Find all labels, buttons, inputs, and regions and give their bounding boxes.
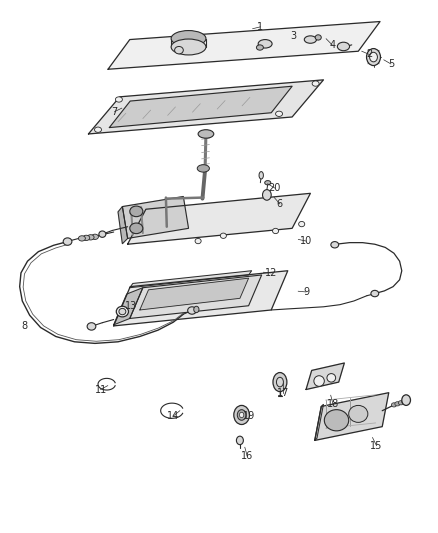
Text: 10: 10 [300, 236, 312, 246]
Polygon shape [118, 207, 127, 244]
Text: 18: 18 [327, 399, 339, 409]
Polygon shape [140, 278, 249, 310]
Text: 6: 6 [277, 199, 283, 209]
Text: 4: 4 [329, 40, 335, 50]
Ellipse shape [187, 307, 196, 314]
Polygon shape [315, 405, 323, 440]
Text: 12: 12 [265, 268, 277, 278]
Ellipse shape [299, 221, 305, 227]
Text: 3: 3 [290, 31, 296, 41]
Ellipse shape [198, 130, 214, 138]
Ellipse shape [402, 395, 410, 406]
Polygon shape [108, 21, 380, 69]
Ellipse shape [234, 406, 250, 424]
Polygon shape [315, 393, 389, 440]
Ellipse shape [367, 49, 381, 66]
Ellipse shape [237, 436, 244, 445]
Text: 7: 7 [111, 107, 118, 117]
Ellipse shape [331, 241, 339, 248]
Ellipse shape [395, 402, 400, 406]
Ellipse shape [337, 42, 350, 51]
Text: 9: 9 [303, 287, 309, 297]
Ellipse shape [116, 97, 122, 102]
Ellipse shape [63, 238, 72, 245]
Ellipse shape [240, 413, 244, 418]
Text: 20: 20 [268, 183, 281, 193]
Polygon shape [122, 197, 188, 238]
Ellipse shape [327, 374, 336, 382]
Ellipse shape [258, 39, 272, 48]
Ellipse shape [324, 410, 349, 431]
Ellipse shape [391, 403, 396, 407]
Polygon shape [130, 271, 252, 288]
Ellipse shape [130, 206, 143, 216]
Ellipse shape [119, 309, 126, 315]
Ellipse shape [259, 172, 263, 179]
Ellipse shape [370, 52, 378, 62]
Text: 11: 11 [95, 384, 107, 394]
Text: 8: 8 [21, 321, 27, 331]
Ellipse shape [314, 376, 324, 386]
Ellipse shape [95, 127, 102, 132]
Polygon shape [127, 193, 311, 244]
Ellipse shape [87, 322, 96, 330]
Ellipse shape [265, 181, 271, 185]
Ellipse shape [83, 235, 90, 240]
Text: 16: 16 [241, 451, 254, 462]
Ellipse shape [371, 290, 379, 297]
Ellipse shape [304, 36, 317, 43]
Ellipse shape [315, 35, 321, 40]
Text: 17: 17 [277, 387, 290, 398]
Ellipse shape [349, 406, 368, 422]
Ellipse shape [262, 190, 271, 200]
Ellipse shape [276, 111, 283, 116]
Ellipse shape [92, 234, 99, 239]
Text: 19: 19 [243, 411, 255, 421]
Ellipse shape [256, 45, 263, 50]
Ellipse shape [273, 373, 287, 392]
Polygon shape [88, 80, 323, 134]
Polygon shape [114, 288, 143, 325]
Ellipse shape [130, 223, 143, 233]
Text: 5: 5 [388, 59, 394, 69]
Ellipse shape [171, 30, 206, 46]
Text: 14: 14 [167, 411, 180, 421]
Ellipse shape [237, 410, 246, 420]
Text: 2: 2 [366, 50, 372, 59]
Ellipse shape [195, 238, 201, 244]
Ellipse shape [272, 228, 279, 233]
Ellipse shape [220, 233, 226, 238]
Ellipse shape [197, 165, 209, 172]
Ellipse shape [99, 231, 106, 237]
Ellipse shape [116, 306, 128, 317]
Polygon shape [306, 363, 344, 390]
Ellipse shape [194, 306, 199, 313]
Ellipse shape [276, 377, 283, 387]
Ellipse shape [398, 401, 403, 405]
Ellipse shape [87, 235, 94, 240]
Polygon shape [130, 275, 261, 318]
Ellipse shape [78, 236, 85, 241]
Polygon shape [114, 271, 288, 326]
Ellipse shape [312, 81, 319, 86]
Ellipse shape [171, 39, 206, 55]
Text: 13: 13 [125, 301, 137, 311]
Text: 1: 1 [257, 22, 263, 32]
Ellipse shape [175, 46, 184, 54]
Ellipse shape [402, 400, 407, 404]
Text: 15: 15 [371, 441, 383, 451]
Polygon shape [110, 86, 292, 127]
